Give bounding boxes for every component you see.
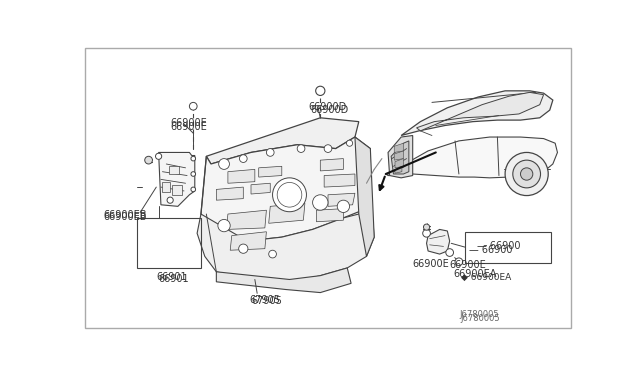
Circle shape (167, 197, 173, 203)
Text: 66900D: 66900D (310, 105, 349, 115)
Text: 66900E: 66900E (413, 259, 449, 269)
Circle shape (324, 145, 332, 153)
Text: — 66900: — 66900 (469, 245, 513, 255)
Polygon shape (320, 158, 344, 171)
Circle shape (520, 168, 533, 180)
Circle shape (297, 145, 305, 153)
Text: 66900EB: 66900EB (103, 212, 147, 222)
Circle shape (277, 183, 302, 207)
Polygon shape (197, 191, 374, 283)
Circle shape (145, 156, 152, 164)
Circle shape (218, 219, 230, 232)
Circle shape (191, 156, 196, 161)
Circle shape (424, 224, 429, 230)
Polygon shape (328, 193, 355, 206)
Text: J6780005: J6780005 (460, 314, 500, 323)
Polygon shape (159, 153, 195, 206)
Polygon shape (316, 209, 344, 222)
Circle shape (455, 258, 463, 266)
Circle shape (505, 153, 548, 196)
Polygon shape (386, 137, 557, 178)
Polygon shape (201, 137, 371, 249)
Circle shape (346, 140, 353, 146)
Text: 67905: 67905 (250, 295, 280, 305)
Polygon shape (394, 143, 403, 153)
Text: — 66900: — 66900 (477, 241, 520, 251)
Circle shape (191, 172, 196, 176)
Polygon shape (395, 166, 402, 173)
Polygon shape (388, 135, 413, 178)
Circle shape (513, 160, 541, 188)
Bar (465, 232, 551, 263)
Circle shape (219, 158, 230, 169)
Text: 66900E: 66900E (170, 118, 207, 128)
Polygon shape (216, 268, 351, 293)
Text: ◆ 66900EA: ◆ 66900EA (461, 273, 511, 282)
Circle shape (422, 230, 431, 237)
Polygon shape (216, 187, 243, 200)
Polygon shape (172, 185, 182, 195)
Polygon shape (401, 91, 553, 135)
Polygon shape (269, 203, 305, 223)
Polygon shape (417, 92, 543, 131)
Polygon shape (324, 174, 355, 187)
Circle shape (239, 244, 248, 253)
Polygon shape (394, 151, 403, 160)
Polygon shape (163, 182, 170, 192)
Polygon shape (391, 141, 409, 174)
Text: 66900EB: 66900EB (103, 210, 147, 220)
Polygon shape (259, 166, 282, 177)
Circle shape (189, 102, 197, 110)
Polygon shape (168, 166, 179, 174)
Circle shape (312, 195, 328, 210)
Polygon shape (230, 232, 266, 250)
Text: 66900E: 66900E (170, 122, 207, 132)
Bar (137, 218, 201, 268)
Circle shape (191, 187, 196, 192)
Circle shape (239, 155, 247, 163)
Polygon shape (227, 210, 266, 230)
Text: 66900EA: 66900EA (454, 269, 497, 279)
Text: 66900D: 66900D (308, 102, 347, 112)
Text: J6780005: J6780005 (459, 310, 499, 319)
Text: 67905: 67905 (251, 296, 282, 306)
Polygon shape (228, 169, 255, 183)
Circle shape (266, 148, 274, 156)
Circle shape (269, 250, 276, 258)
Polygon shape (395, 158, 403, 168)
Polygon shape (251, 183, 270, 194)
Text: 66901: 66901 (156, 272, 187, 282)
Text: 66900E: 66900E (450, 260, 486, 270)
Circle shape (337, 200, 349, 212)
Text: 66901: 66901 (159, 274, 189, 284)
Circle shape (446, 249, 454, 256)
Polygon shape (206, 118, 359, 164)
Polygon shape (355, 137, 374, 256)
Circle shape (156, 153, 162, 159)
Circle shape (273, 178, 307, 212)
Circle shape (316, 86, 325, 96)
Polygon shape (427, 230, 450, 254)
